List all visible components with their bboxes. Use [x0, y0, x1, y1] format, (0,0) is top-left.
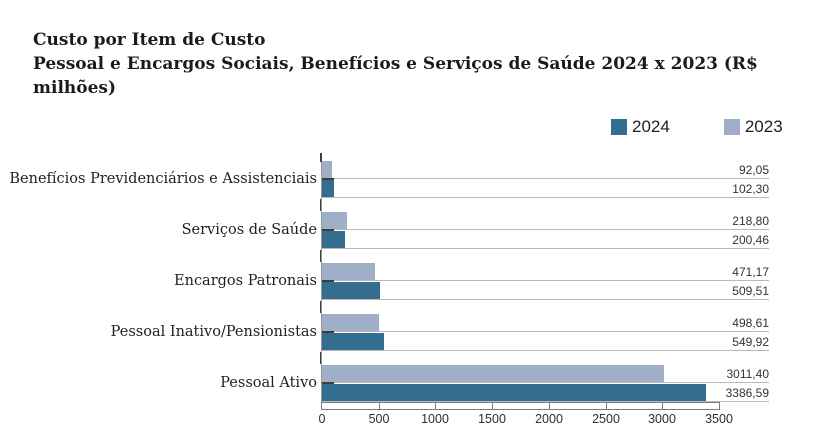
value-label-2023-encargos-patronais: 471,17 — [732, 265, 769, 279]
bar-2024-servic-os-de-sau-de — [322, 231, 345, 248]
x-tick-label-2000: 2000 — [535, 412, 563, 426]
value-label-2024-encargos-patronais: 509,51 — [732, 284, 769, 298]
bar-2023-pessoal-inativo-pensionistas — [322, 314, 379, 331]
value-label-2023-benefi-cios-previdencia-rios-e-assistenciais: 92,05 — [738, 163, 769, 177]
bar-2024-benefi-cios-previdencia-rios-e-assistenciais — [322, 180, 334, 197]
leader-line-2024-servic-os-de-sau-de — [322, 248, 769, 249]
legend-label-2024: 2024 — [632, 117, 670, 136]
x-axis-box — [321, 402, 720, 410]
value-label-2024-pessoal-ativo: 3386,59 — [725, 386, 769, 400]
value-label-2024-servic-os-de-sau-de: 200,46 — [732, 233, 769, 247]
legend-swatch-2024 — [611, 119, 627, 135]
legend-item-2024: 2024 — [611, 117, 670, 136]
bar-2023-encargos-patronais — [322, 263, 375, 280]
bar-2024-pessoal-ativo — [322, 384, 706, 401]
y-axis-top-cap — [320, 153, 322, 162]
leader-line-2023-pessoal-inativo-pensionistas — [322, 331, 769, 332]
category-tick-servic-os-de-sau-de — [321, 229, 334, 231]
category-label-benefi-cios-previdencia-rios-e-assistenciais: Benefícios Previdenciários e Assistencia… — [9, 171, 317, 187]
leader-line-2023-benefi-cios-previdencia-rios-e-assistenciais — [322, 178, 769, 179]
value-label-2023-servic-os-de-sau-de: 218,80 — [732, 214, 769, 228]
category-label-encargos-patronais: Encargos Patronais — [174, 273, 317, 289]
bar-2023-servic-os-de-sau-de — [322, 212, 347, 229]
x-axis-tick-3000 — [662, 403, 663, 409]
x-tick-label-500: 500 — [368, 412, 390, 426]
x-axis-tick-1500 — [492, 403, 493, 409]
category-tick-encargos-patronais — [321, 280, 334, 282]
legend-swatch-2023 — [723, 119, 740, 135]
leader-line-2024-pessoal-inativo-pensionistas — [322, 350, 769, 351]
category-tick-pessoal-inativo-pensionistas — [321, 331, 334, 333]
leader-line-2024-benefi-cios-previdencia-rios-e-assistenciais — [322, 197, 769, 198]
legend: 2024 2023 — [611, 117, 783, 136]
leader-line-2023-encargos-patronais — [322, 280, 769, 281]
y-axis-line — [321, 153, 322, 402]
x-tick-label-3000: 3000 — [648, 412, 676, 426]
x-axis-tick-3500 — [719, 403, 720, 409]
leader-line-2023-servic-os-de-sau-de — [322, 229, 769, 230]
x-tick-label-1500: 1500 — [478, 412, 506, 426]
x-tick-label-0: 0 — [318, 412, 326, 426]
x-tick-label-2500: 2500 — [592, 412, 620, 426]
category-label-pessoal-inativo-pensionistas: Pessoal Inativo/Pensionistas — [110, 324, 317, 340]
x-tick-label-3500: 3500 — [705, 412, 733, 426]
category-tick-pessoal-ativo — [321, 382, 334, 384]
x-tick-label-1000: 1000 — [421, 412, 449, 426]
value-label-2024-pessoal-inativo-pensionistas: 549,92 — [732, 335, 769, 349]
value-label-2023-pessoal-inativo-pensionistas: 498,61 — [732, 316, 769, 330]
leader-line-2024-encargos-patronais — [322, 299, 769, 300]
leader-line-2023-pessoal-ativo — [322, 382, 769, 383]
chart-subtitle: Pessoal e Encargos Sociais, Benefícios e… — [33, 54, 758, 98]
leader-line-2024-pessoal-ativo — [322, 401, 769, 402]
legend-item-2023: 2023 — [723, 117, 783, 136]
x-axis-tick-2000 — [549, 403, 550, 409]
bar-2024-pessoal-inativo-pensionistas — [322, 333, 384, 350]
x-axis-tick-500 — [379, 403, 380, 409]
legend-label-2023: 2023 — [744, 117, 783, 136]
bar-2024-encargos-patronais — [322, 282, 380, 299]
bar-2023-benefi-cios-previdencia-rios-e-assistenciais — [322, 161, 332, 178]
bar-2023-pessoal-ativo — [322, 365, 664, 382]
category-tick-benefi-cios-previdencia-rios-e-assistenciais — [321, 178, 334, 180]
chart-title: Custo por Item de Custo — [33, 30, 266, 50]
category-label-pessoal-ativo: Pessoal Ativo — [220, 375, 317, 391]
category-label-servic-os-de-sau-de: Serviços de Saúde — [181, 222, 317, 238]
x-axis-tick-1000 — [435, 403, 436, 409]
x-axis-tick-2500 — [606, 403, 607, 409]
value-label-2024-benefi-cios-previdencia-rios-e-assistenciais: 102,30 — [732, 182, 769, 196]
value-label-2023-pessoal-ativo: 3011,40 — [726, 367, 770, 381]
title-block: Custo por Item de Custo Pessoal e Encarg… — [33, 28, 823, 100]
